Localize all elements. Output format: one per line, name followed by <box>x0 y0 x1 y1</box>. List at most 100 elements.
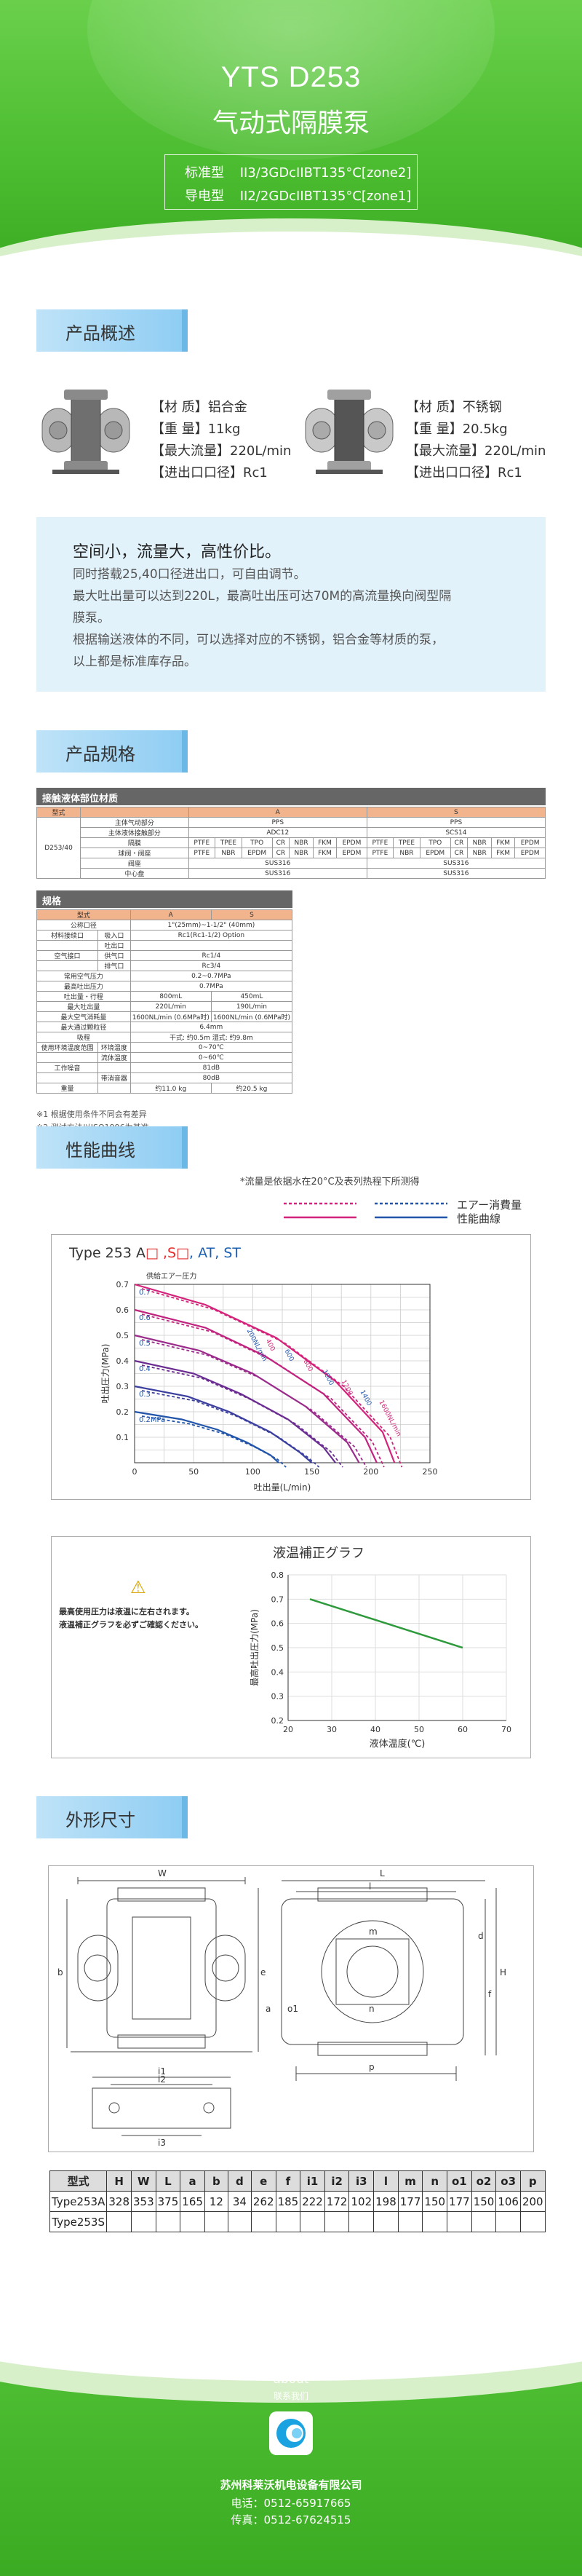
table-cell: TPEE <box>214 837 242 848</box>
table-cell: Type253A <box>49 2191 108 2212</box>
table-cell: 材料接续口 <box>36 930 98 941</box>
table-cell: Rc3/4 <box>129 960 293 971</box>
curve-legend-lines <box>284 1202 447 1219</box>
chart-title-box-s: □ <box>176 1245 190 1261</box>
dim-label: W <box>158 1868 167 1878</box>
y-tick-label: 0.1 <box>116 1433 129 1442</box>
legend-air-consumption: エアー消費量 <box>457 1198 522 1212</box>
table-cell <box>422 2211 448 2232</box>
table-cell <box>447 2211 472 2232</box>
performance-chart-panel: Type 253 A□ ,S□, AT, ST 0 50 100 150 200 250 0… <box>51 1234 531 1500</box>
table-cell <box>204 2211 228 2232</box>
dim-label: o1 <box>287 2004 298 2014</box>
y-tick-label: 0.7 <box>116 1280 129 1289</box>
table-cell: 185 <box>275 2191 301 2212</box>
dim-label: d <box>478 1931 484 1941</box>
spec-table-bar: 规格 <box>36 890 292 908</box>
conductive-type-line: 导电型 II2/2GDcIIBT135°C[zone1] <box>185 186 411 205</box>
table-cell: m <box>397 2170 423 2192</box>
dimension-drawing-svg: W L H b e f a d i1 i2 i3 l m n p o1 <box>57 1868 506 2148</box>
air-consumption-label: 1600NL/min <box>378 1399 402 1438</box>
x-tick-label: 20 <box>283 1725 293 1734</box>
section-heading-text: 产品规格 <box>65 744 135 764</box>
footer-contact: 联系我们 <box>273 2391 308 2401</box>
table-cell <box>324 2211 350 2232</box>
table-cell: 220L/min <box>129 1001 212 1012</box>
standard-type-value: II3/3GDcIIBT135°C[zone2] <box>239 165 412 181</box>
x-tick-label: 60 <box>458 1725 468 1734</box>
y-tick-label: 0.7 <box>271 1595 284 1604</box>
table-cell: SUS316 <box>366 858 546 869</box>
table-cell: EPDM <box>514 848 546 858</box>
table-cell: 0~60℃ <box>129 1052 293 1063</box>
chart-title-box-a: □ <box>145 1245 159 1261</box>
company-logo <box>269 2411 313 2455</box>
table-cell <box>397 2211 423 2232</box>
air-consumption-curve <box>141 1390 320 1468</box>
table-cell: 172 <box>324 2191 350 2212</box>
standard-type-line: 标准型 II3/3GDcIIBT135°C[zone2] <box>185 162 411 181</box>
table-cell: NBR <box>214 848 242 858</box>
table-cell: EPDM <box>419 848 451 858</box>
table-row: 材料接续口 吸入口 Rc1(Rc1-1/2) Option <box>36 930 293 941</box>
table-cell: TPO <box>419 837 451 848</box>
conductive-type-label: 导电型 <box>185 189 224 204</box>
spec-weight: 【重 量】20.5kg <box>406 422 508 437</box>
table-cell: SUS316 <box>366 868 546 879</box>
feature-line: 最大吐出量可以达到220L，最高吐出压可达70M的高流量换向阀型隔 <box>73 589 452 604</box>
table-cell: 200 <box>519 2191 546 2212</box>
table-cell: EPDM <box>241 848 273 858</box>
table-cell: o3 <box>495 2170 521 2192</box>
table-cell: PTFE <box>188 837 215 848</box>
table-cell <box>36 1052 98 1063</box>
table-cell: A <box>188 807 367 818</box>
table-row: 空气接口 供气口 Rc1/4 <box>36 950 293 961</box>
table-cell: EPDM <box>336 848 367 858</box>
table-cell <box>250 2211 276 2232</box>
section-heading-curves: 性能曲线 <box>36 1126 188 1169</box>
table-cell: 隔膜 <box>80 837 189 848</box>
performance-chart: 0 50 100 150 200 250 0.1 0.2 0.3 0.4 0.5 0.6 0.7 吐出量(… <box>100 1271 438 1493</box>
table-cell <box>131 2211 156 2232</box>
section-heading-dimensions: 外形尺寸 <box>36 1796 188 1838</box>
table-cell: 81dB <box>129 1062 293 1073</box>
table-cell: p <box>519 2170 546 2192</box>
pressure-label: 0.7 <box>139 1289 151 1297</box>
table-row: 中心盘 SUS316 SUS316 <box>37 868 546 879</box>
product-subtitle: 气动式隔膜泵 <box>212 108 370 138</box>
footer-company: 苏州科莱沃机电设备有限公司 <box>220 2478 362 2492</box>
table-cell: 使用环境温度范围 <box>36 1042 98 1053</box>
x-tick-label: 40 <box>370 1725 380 1734</box>
spec-weight: 【重 量】11kg <box>151 422 241 437</box>
table-row: 主体液体接触部分 ADC12 SCS14 <box>37 827 546 838</box>
x-tick-label: 150 <box>304 1467 319 1477</box>
table-cell <box>495 2211 521 2232</box>
table-cell: o1 <box>447 2170 472 2192</box>
temperature-chart-panel: ⚠ 最高使用圧力は液温に左右されます。 液温補正グラフを必ずご確認ください。 液… <box>51 1536 531 1758</box>
product-card-stainless: 【材 质】不锈钢 【重 量】20.5kg 【最大流量】220L/min 【进出口… <box>298 375 546 484</box>
y-axis-label: 最高吐出圧力(MPa) <box>249 1609 260 1686</box>
table-cell: 190L/min <box>210 1001 293 1012</box>
table-row: Type253S <box>49 2211 546 2232</box>
feature-line: 以上都是标准库存品。 <box>73 655 196 669</box>
table-cell: f <box>275 2170 301 2192</box>
dim-label: p <box>369 2062 375 2072</box>
dim-label: e <box>260 1967 266 1978</box>
y-tick-label: 0.3 <box>271 1692 284 1702</box>
table-cell: i1 <box>300 2170 325 2192</box>
pump-image-stainless <box>305 390 394 474</box>
table-cell: FKM <box>490 837 516 848</box>
table-cell <box>300 2211 325 2232</box>
dim-label: n <box>369 2004 375 2014</box>
table-row: 最大吐出量 220L/min 190L/min <box>36 1001 293 1012</box>
table-row: 最大通过颗粒径 6.4mm <box>36 1022 293 1032</box>
x-tick-label: 30 <box>327 1725 337 1734</box>
footer-wave-white <box>0 2279 582 2381</box>
x-tick-label: 50 <box>188 1467 199 1477</box>
table-cell: 吸程 <box>36 1032 131 1043</box>
curve-note: *流量是依据水在20°C及表列热程下所测得 <box>240 1177 420 1188</box>
table-cell: NBR <box>289 848 314 858</box>
table-cell: 375 <box>155 2191 181 2212</box>
spec-max-flow: 【最大流量】220L/min <box>406 443 546 459</box>
